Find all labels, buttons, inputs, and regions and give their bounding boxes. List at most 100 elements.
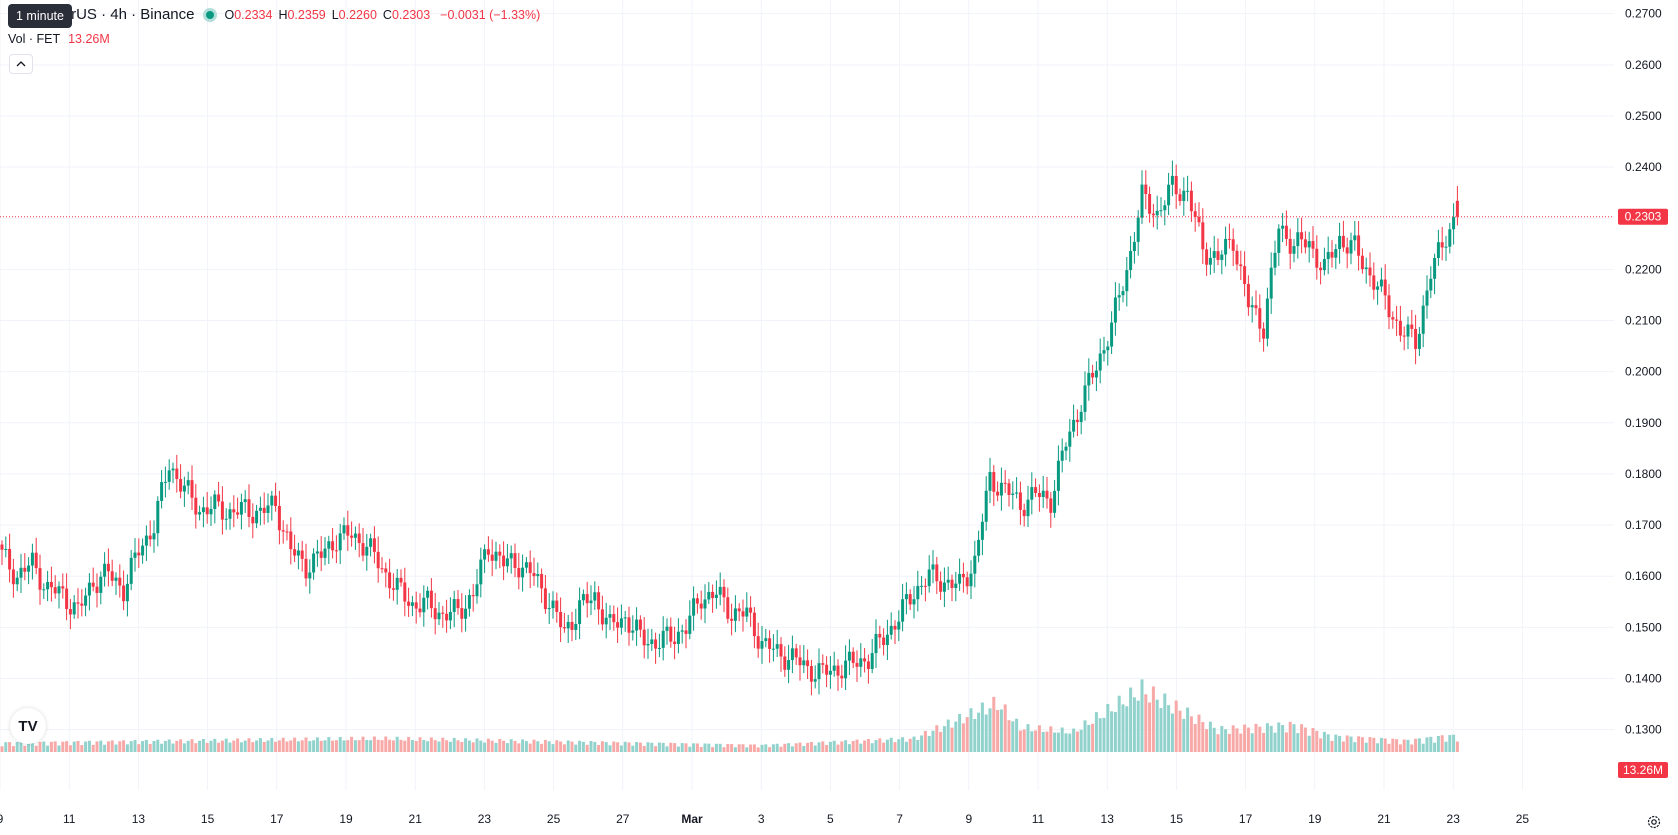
candle-body [619,618,623,628]
volume-bar [266,740,270,752]
candle-body [1395,319,1399,321]
volume-bar [1326,734,1330,752]
volume-bar [399,739,403,752]
candle-body [1402,335,1406,337]
candle-body [23,567,27,572]
close-key: C [382,7,392,22]
volume-value: 13.26M [68,32,110,46]
volume-bar [513,740,517,752]
volume-bar [87,740,91,752]
volume-bar [828,741,832,752]
volume-bar [988,708,992,752]
candle-body [961,573,965,578]
candle-body [1220,254,1224,260]
volume-bar [562,744,566,752]
candle-body [72,602,76,615]
candle-body [1448,229,1452,247]
candle-body [1136,217,1140,242]
candle-body [224,518,228,520]
y-tick-label: 0.1800 [1625,467,1662,481]
volume-bar [11,746,15,752]
volume-bar [676,746,680,752]
volume-bar [775,743,779,752]
volume-label[interactable]: Vol · FET [8,32,61,46]
volume-bar [1220,726,1224,752]
volume-bar [973,718,977,752]
volume-bar [289,740,293,752]
volume-bar [1068,733,1072,752]
volume-bar [220,740,224,752]
candle-body [57,586,61,594]
candle-body [1246,283,1250,308]
volume-bar [1338,735,1342,752]
volume-bar [802,745,806,752]
volume-bar [502,740,506,752]
candle-body [1041,490,1045,497]
candle-body [1224,238,1228,255]
volume-bar [954,721,958,752]
volume-bar [171,743,175,752]
volume-bar [711,747,715,752]
volume-bar [654,746,658,752]
candle-body [346,525,350,536]
candle-body [1433,258,1437,279]
candle-body [315,551,319,554]
volume-bar [236,738,240,752]
candle-body [521,567,525,578]
price-axis[interactable]: 0.27000.26000.25000.24000.23000.22000.21… [1625,7,1662,737]
x-tick-label: 23 [478,812,492,826]
candle-body [1148,193,1152,214]
candle-body [505,558,509,567]
candle-body [1345,247,1349,254]
time-axis[interactable]: 9 11 13 15 17 19 21 23 25 27 Mar 3 5 7 9 11 13 15 17 19 21 23… [0,812,1529,826]
candle-body [844,660,848,679]
candle-body [80,603,84,606]
candle-body [836,665,840,676]
tradingview-logo-icon[interactable]: TV [10,708,46,744]
candle-body [931,564,935,570]
candle-body [433,608,437,620]
candle-body [49,582,53,588]
candle-body [509,553,513,559]
candle-body [1376,286,1380,290]
candle-body [1349,240,1353,254]
candle-body [642,629,646,646]
collapse-legend-button[interactable] [9,54,33,74]
volume-bar [1452,734,1456,752]
volume-bar [1429,736,1433,752]
volume-bar [680,743,684,752]
volume-bar [756,747,760,752]
y-tick-label: 0.1300 [1625,723,1662,737]
candle-body [1417,333,1421,349]
candle-body [1110,322,1114,347]
candle-body [650,639,654,645]
volume-bar [1197,714,1201,752]
candle-body [239,502,243,515]
volume-bar [1387,743,1391,752]
volume-bar [437,741,441,752]
volume-bar [1231,725,1235,752]
volume-bar [608,745,612,752]
candle-body [464,608,468,619]
candle-body [889,625,893,635]
volume-bar [106,741,110,752]
gear-icon[interactable] [1646,814,1662,830]
candle-body [1444,246,1448,248]
candle-body [935,564,939,582]
volume-bar [961,723,965,752]
volume-bar [908,738,912,752]
candle-body [232,509,236,513]
volume-bar [179,739,183,752]
volume-bar [418,737,422,752]
volume-bar [1106,703,1110,752]
volume-bar [1083,720,1087,752]
volume-bar [927,735,931,752]
volume-bar [532,739,536,752]
candle-body [1018,492,1022,510]
volume-bar [885,739,889,752]
volume-bar [99,740,103,752]
volume-bar [920,735,924,752]
volume-bar [718,743,722,752]
candle-body [228,509,232,519]
